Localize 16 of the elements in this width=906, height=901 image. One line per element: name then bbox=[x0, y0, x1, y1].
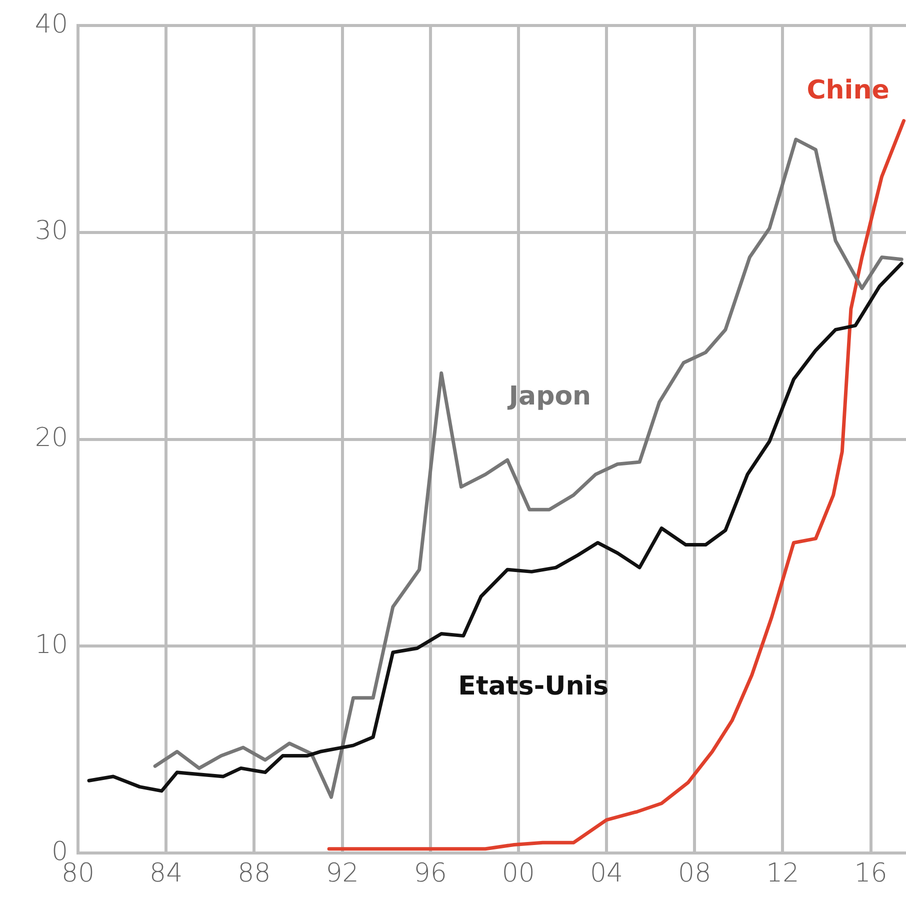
x-tick-label: 04 bbox=[590, 858, 624, 888]
x-tick-label: 96 bbox=[414, 858, 447, 888]
x-tick-label: 84 bbox=[150, 858, 183, 888]
x-tick-label: 88 bbox=[238, 858, 271, 888]
x-tick-label: 12 bbox=[766, 858, 800, 888]
y-tick-label: 20 bbox=[34, 423, 68, 454]
x-tick-label: 92 bbox=[326, 858, 359, 888]
y-tick-label: 40 bbox=[34, 9, 68, 40]
series-label: Chine bbox=[806, 76, 890, 106]
x-tick-label: 08 bbox=[678, 858, 712, 888]
series-label: Etats-Unis bbox=[458, 671, 609, 702]
x-tick-label: 16 bbox=[854, 858, 888, 888]
y-tick-label: 10 bbox=[34, 630, 68, 660]
x-tick-label: 00 bbox=[502, 858, 535, 888]
series-label: Japon bbox=[506, 382, 592, 412]
y-tick-label: 30 bbox=[34, 216, 68, 246]
